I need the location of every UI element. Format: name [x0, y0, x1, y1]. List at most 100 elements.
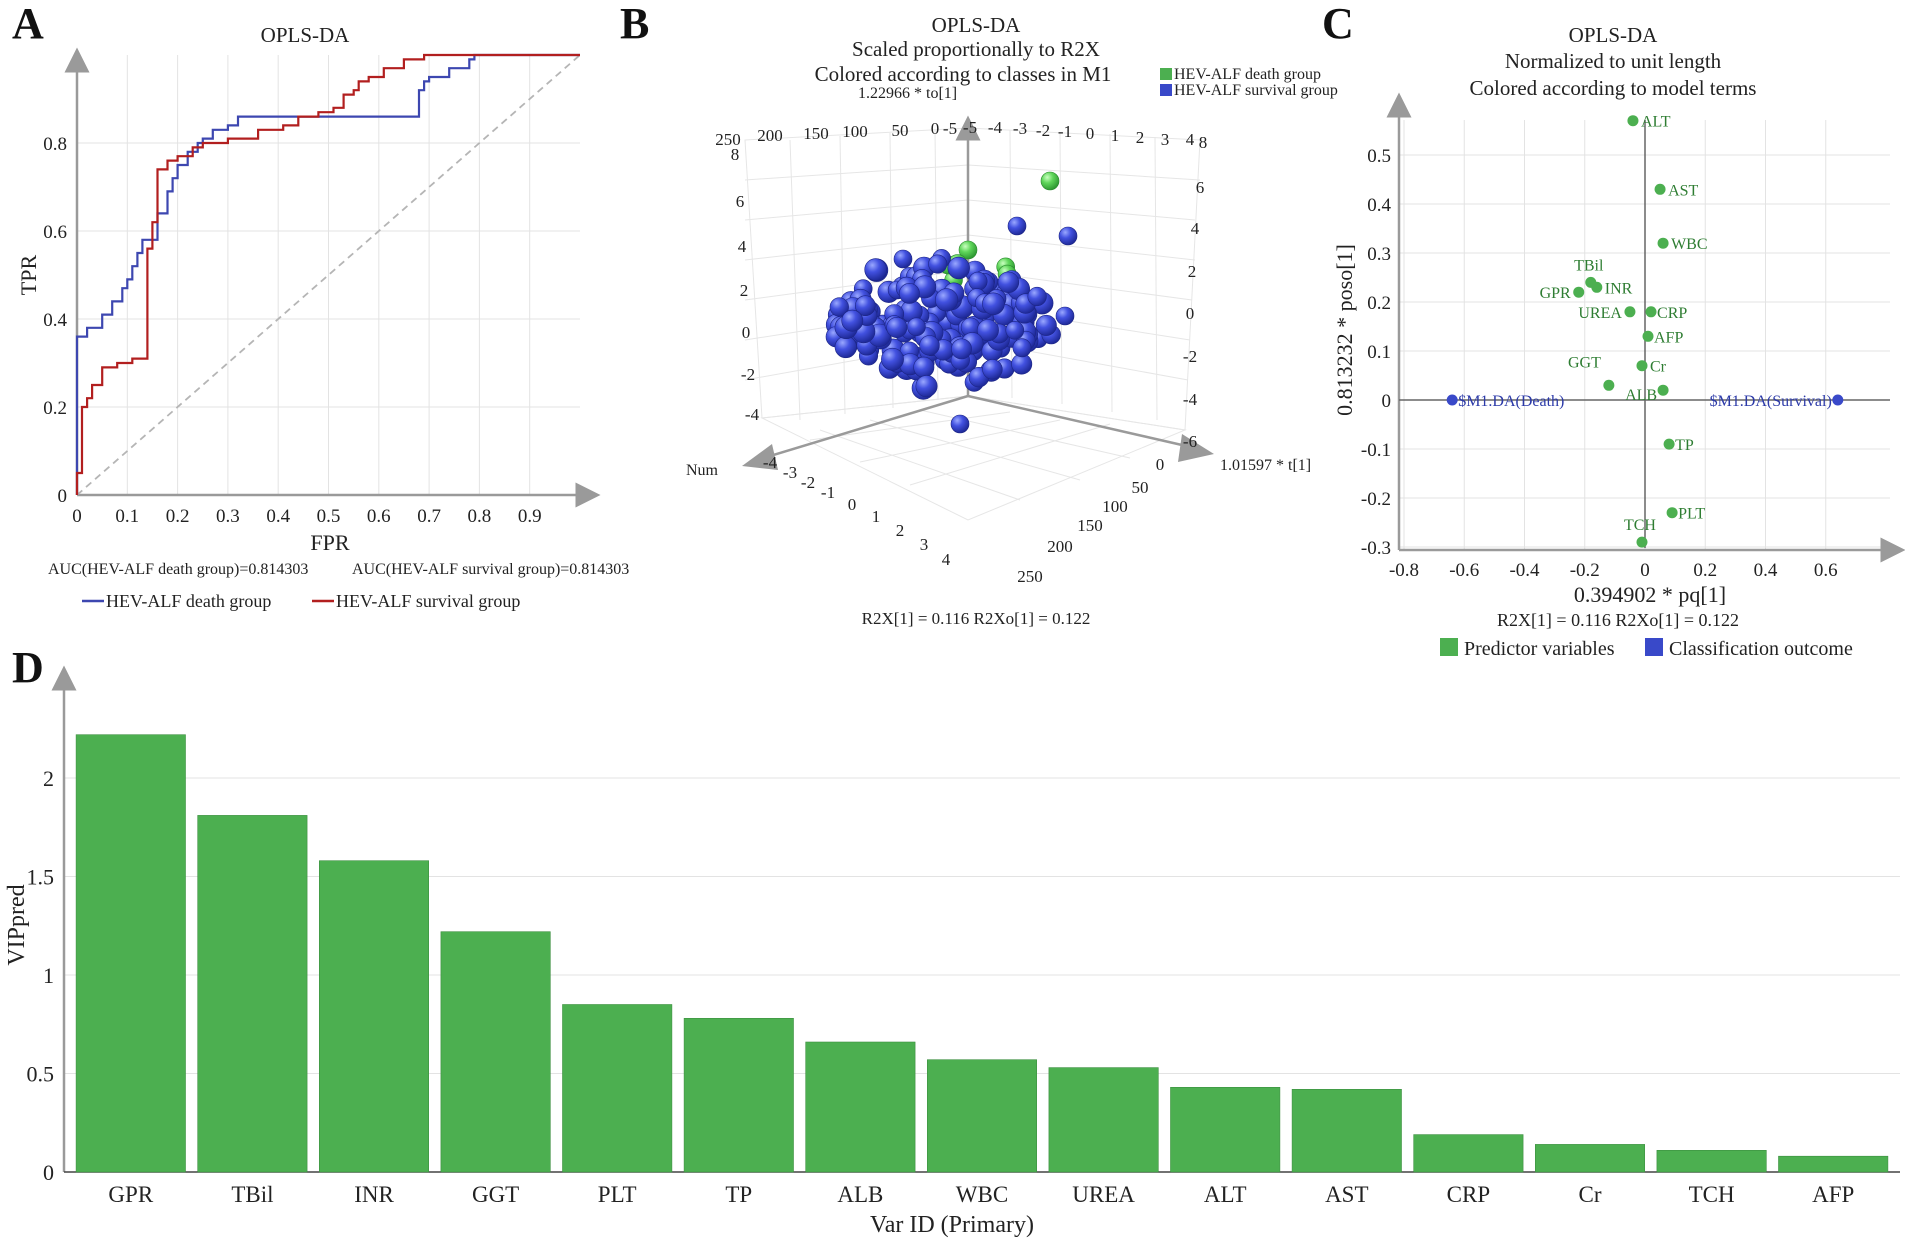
predictor-label: INR — [1605, 280, 1633, 297]
box-left-tick: -2 — [741, 365, 755, 384]
axis-3d-num-arrow — [742, 444, 778, 470]
box-top-tick: 1 — [1111, 126, 1120, 145]
outcome-label: $M1.DA(Death) — [1458, 393, 1564, 410]
box-left-tick: 0 — [742, 323, 751, 342]
roc-reference-line — [76, 54, 581, 496]
predictor-label: TP — [1675, 437, 1694, 454]
box-bottom-left-tick: 0 — [848, 495, 857, 514]
legend-predictor: Predictor variables — [1464, 638, 1615, 660]
survival-point-3d — [907, 317, 926, 337]
box-right-tick: 6 — [1196, 178, 1205, 197]
survival-point-3d — [1012, 338, 1032, 358]
box-bottom-left-tick: -4 — [763, 453, 778, 472]
survival-point-3d — [886, 316, 908, 338]
survival-point-3d — [1005, 320, 1025, 340]
predictor-label: PLT — [1678, 506, 1705, 523]
box-top-tick: 50 — [892, 121, 909, 140]
box-top-tick: 2 — [1136, 128, 1145, 147]
survival-point-3d — [854, 295, 876, 317]
legend-swatch-predictor — [1440, 638, 1458, 656]
panel-b-title-1: OPLS-DA — [932, 13, 1022, 37]
survival-point-3d — [1027, 286, 1047, 307]
loadings-y-tick: 0.5 — [1367, 146, 1391, 167]
roc-curve-death — [75, 53, 580, 495]
death-point-3d — [958, 240, 978, 260]
vip-y-label: VIPpred — [4, 884, 30, 965]
panel-c-title-1: OPLS-DA — [1569, 23, 1659, 47]
loadings-x-tick: -0.8 — [1389, 560, 1419, 581]
vip-bar — [1170, 1087, 1281, 1173]
survival-point-3d — [928, 254, 948, 274]
vip-bar — [805, 1041, 916, 1173]
vip-x-tick: UREA — [1072, 1182, 1135, 1207]
predictor-point — [1627, 115, 1639, 127]
box-top-tick: 3 — [1161, 130, 1170, 149]
auc-death-text: AUC(HEV-ALF death group)=0.814303 — [48, 561, 308, 578]
survival-point-3d — [997, 271, 1020, 293]
predictor-label: Cr — [1650, 359, 1667, 376]
outcome-point — [1832, 394, 1844, 406]
vip-bar — [1656, 1150, 1767, 1173]
vip-bar — [1291, 1089, 1402, 1173]
vip-x-tick: CRP — [1447, 1182, 1490, 1207]
panel-b-title-2: Scaled proportionally to R2X — [852, 37, 1100, 61]
loadings-y-tick: 0.4 — [1367, 195, 1391, 216]
predictor-point — [1642, 330, 1654, 342]
legend-swatch-outcome — [1645, 638, 1663, 656]
predictor-label: TBil — [1574, 257, 1604, 274]
predictor-label: CRP — [1657, 305, 1687, 322]
roc-x-tick: 0.7 — [417, 506, 441, 527]
box-bottom-left-tick: 1 — [872, 507, 881, 526]
survival-point-3d — [881, 347, 904, 371]
box-bottom-left-tick: 3 — [920, 535, 929, 554]
box-top-tick: 0 — [1086, 124, 1095, 143]
predictor-label: UREA — [1578, 305, 1622, 322]
box-bottom-right-tick: 50 — [1132, 478, 1149, 497]
vip-x-tick: AST — [1325, 1182, 1368, 1207]
legend-death-line: HEV-ALF death group — [106, 591, 271, 611]
box-top-tick: -5 — [943, 119, 957, 138]
box-bottom-right-tick: 100 — [1102, 497, 1128, 516]
predictor-label: WBC — [1671, 236, 1707, 253]
survival-point-3d — [1035, 314, 1057, 336]
roc-x-tick: 0.8 — [468, 506, 492, 527]
roc-curve-survival — [75, 53, 580, 495]
loadings-y-tick: -0.2 — [1361, 489, 1391, 510]
roc-x-ticks: 0 0.1 0.2 0.3 0.4 0.5 0.6 0.7 0.8 0.9 — [72, 506, 541, 527]
panel-c-title-2: Normalized to unit length — [1505, 49, 1722, 73]
vip-x-tick: ALT — [1204, 1182, 1247, 1207]
vip-x-tick: AFP — [1812, 1182, 1854, 1207]
box-top-tick: -1 — [1058, 122, 1072, 141]
predictor-point — [1657, 384, 1669, 396]
box-bottom-left-tick: -1 — [821, 483, 835, 502]
survival-point-3d — [1055, 306, 1075, 326]
predictor-point — [1573, 286, 1585, 298]
survival-point-3d — [982, 292, 1005, 316]
box-right-tick: -2 — [1183, 347, 1197, 366]
box-right-tick: -4 — [1183, 390, 1198, 409]
predictor-point — [1624, 306, 1636, 318]
box-bottom-left-tick: 2 — [896, 521, 905, 540]
loadings-y-tick: -0.3 — [1361, 538, 1391, 559]
roc-x-tick: 0 — [72, 506, 82, 527]
loadings-x-tick: -0.4 — [1509, 560, 1540, 581]
vip-bar — [926, 1059, 1037, 1173]
panel-d: D 0 0.5 1 1.5 2 GPR TBil INR GGT PLT TP ALB WBC UREA… — [4, 643, 1900, 1238]
predictor-label: GPR — [1540, 285, 1571, 302]
box-bottom-right-tick: 0 — [1156, 455, 1165, 474]
predictor-point — [1636, 360, 1648, 372]
vip-x-ticks: GPR TBil INR GGT PLT TP ALB WBC UREA ALT AST CRP Cr T… — [108, 1182, 1854, 1207]
vip-x-tick: GGT — [472, 1182, 519, 1207]
box-bottom-left-tick: 4 — [942, 550, 951, 569]
outcome-label: $M1.DA(Survival) — [1710, 393, 1832, 410]
loadings-x-label: 0.394902 * pq[1] — [1574, 582, 1726, 607]
roc-curves — [75, 53, 581, 496]
predictor-label: TCH — [1624, 517, 1656, 534]
survival-point-3d — [913, 356, 935, 378]
predictor-point — [1645, 306, 1657, 318]
predictor-point — [1666, 507, 1678, 519]
vip-x-tick: GPR — [108, 1182, 153, 1207]
box-left-tick: 6 — [736, 192, 745, 211]
